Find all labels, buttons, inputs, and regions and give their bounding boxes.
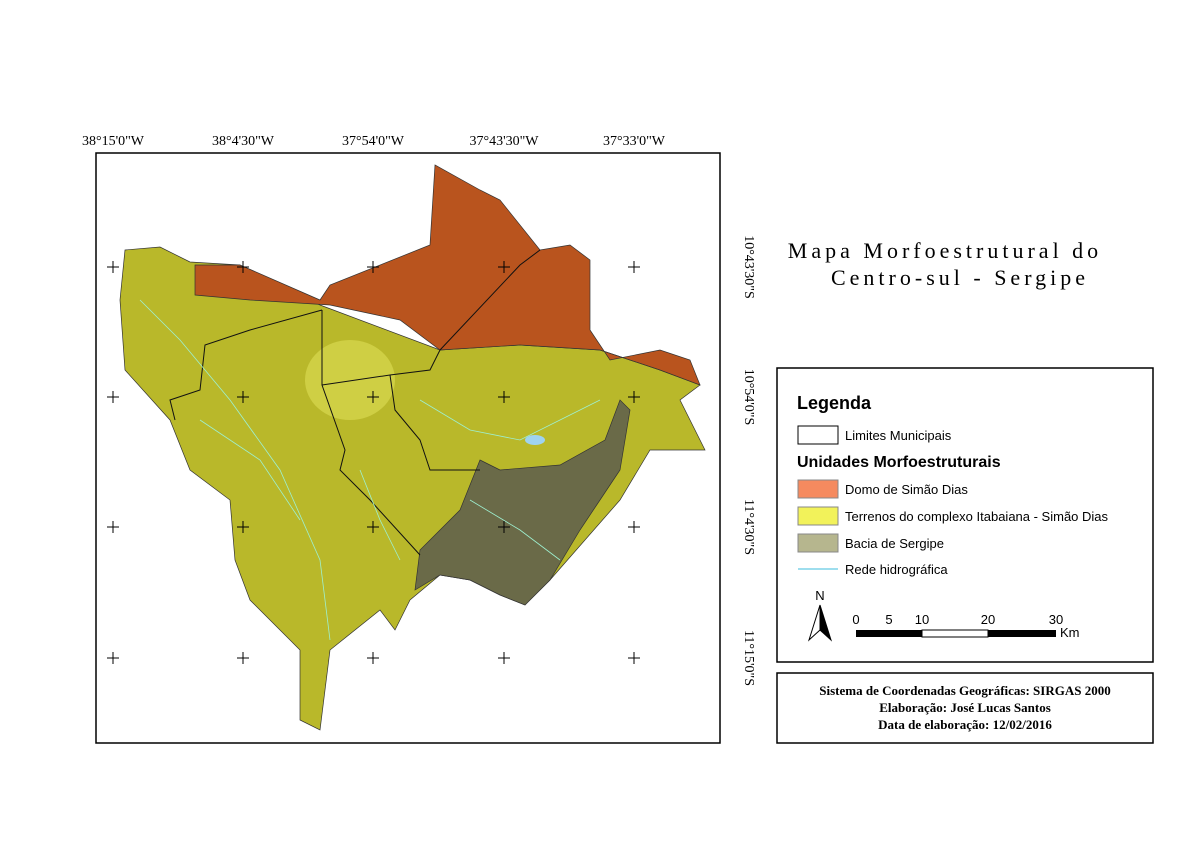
scale-labels: 0 5 10 20 30: [852, 612, 1063, 627]
scale-label: 30: [1049, 612, 1063, 627]
right-labels: 10°43'30"S 10°54'0"S 11°4'30"S 11°15'0"S: [741, 235, 756, 686]
info-line: Data de elaboração: 12/02/2016: [878, 717, 1052, 732]
legend-label: Terrenos do complexo Itabaiana - Simão D…: [845, 509, 1109, 524]
legend-swatch: [797, 425, 839, 445]
scale-segment: [921, 629, 989, 638]
domo-region: [194, 164, 701, 386]
info-box: [776, 672, 1154, 744]
scale-label: 10: [915, 612, 929, 627]
scale-label: 0: [852, 612, 859, 627]
longitude-label: 38°4'30"W: [212, 134, 275, 149]
map-title: Mapa Morfoestrutural do: [788, 238, 1102, 263]
legend-box: [776, 367, 1154, 663]
latitude-label: 10°43'30"S: [741, 235, 756, 299]
legend-units: Domo de Simão Dias Terrenos do complexo I…: [797, 479, 1109, 553]
lake: [525, 435, 545, 445]
scale-segment: [988, 630, 1056, 637]
north-label: N: [815, 588, 824, 603]
graticule: [107, 261, 640, 664]
legend-section: Unidades Morfoestruturais: [797, 454, 1001, 471]
legend-label: Rede hidrográfica: [845, 562, 948, 577]
legend-swatch: [797, 533, 839, 553]
bacia-region: [414, 399, 631, 606]
north-arrow: [819, 604, 833, 642]
latitude-label: 11°15'0"S: [741, 630, 756, 686]
legend-swatch: [797, 506, 839, 526]
scale-unit: Km: [1060, 625, 1080, 640]
longitude-label: 37°54'0"W: [342, 134, 405, 149]
info-line: Elaboração: José Lucas Santos: [879, 700, 1051, 715]
longitude-label: 38°15'0"W: [82, 134, 145, 149]
latitude-label: 10°54'0"S: [741, 369, 756, 426]
longitude-label: 37°43'30"W: [469, 134, 539, 149]
scale-label: 20: [981, 612, 995, 627]
latitude-label: 11°4'30"S: [741, 499, 756, 555]
legend-label: Domo de Simão Dias: [845, 482, 968, 497]
legend-label: Limites Municipais: [845, 428, 952, 443]
scale-segment: [856, 630, 922, 637]
legend-label: Bacia de Sergipe: [845, 536, 944, 551]
legend-title: Legenda: [797, 393, 872, 413]
top-labels: 38°15'0"W 38°4'30"W 37°54'0"W 37°43'30"W 37°…: [82, 134, 666, 149]
legend-swatch: [797, 479, 839, 499]
high-terrain: [305, 340, 395, 420]
longitude-label: 37°33'0"W: [603, 134, 666, 149]
rivers: [139, 299, 601, 641]
info-line: Sistema de Coordenadas Geográficas: SIRG…: [819, 683, 1110, 698]
map-title: Centro-sul - Sergipe: [831, 265, 1089, 290]
scale-label: 5: [885, 612, 892, 627]
